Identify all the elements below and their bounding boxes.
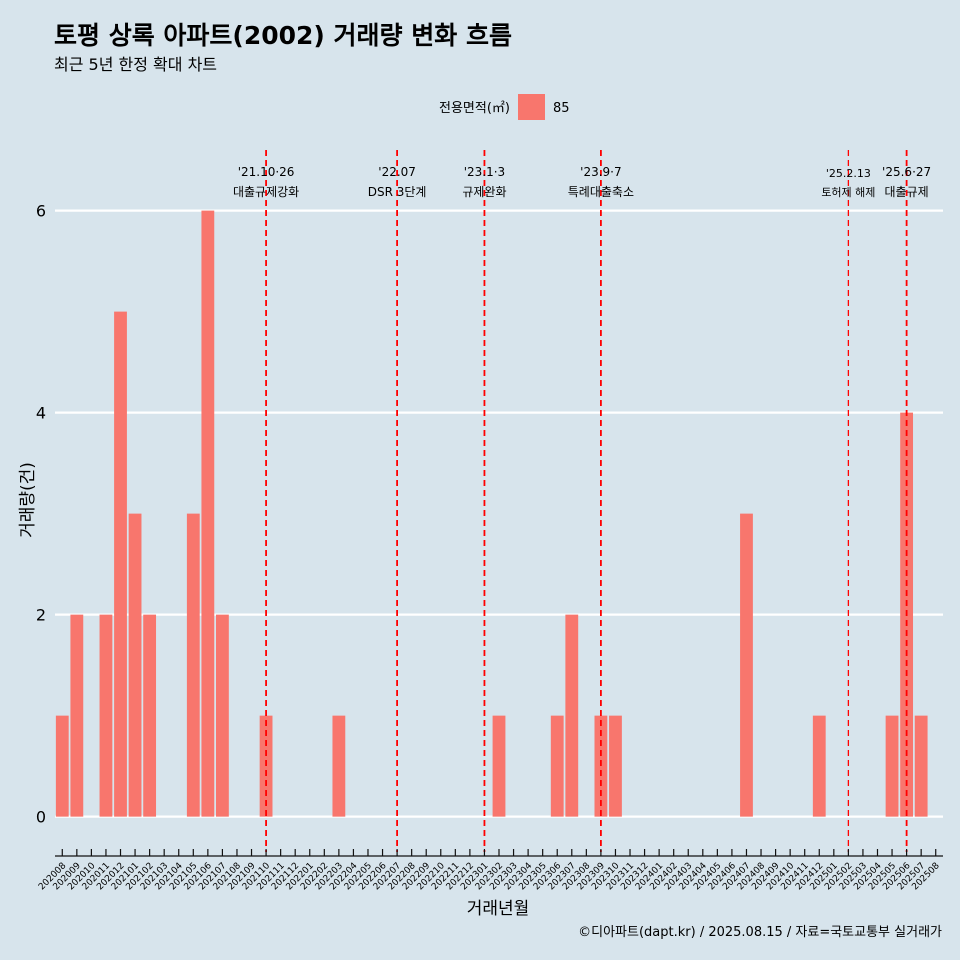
y-tick-label-6: 6 [36,202,46,221]
bar-202106 [201,210,215,817]
bar-202107 [216,614,229,817]
bar-202302 [492,715,506,817]
x-axis-label: 거래년월 [467,899,530,919]
event-date-202502: '25.2.13 [826,167,871,180]
event-date-202301: '23.1·3 [464,165,505,179]
legend-swatch-85 [518,94,545,120]
bar-202009 [70,614,84,817]
bar-202011 [99,614,113,817]
legend-entry-85: 85 [553,101,570,116]
y-axis-ticks: 0 2 4 6 [36,202,46,827]
bar-202105 [186,513,200,817]
event-label-202207: DSR 3단계 [368,185,427,199]
bar-202102 [143,614,157,817]
bar-202310 [609,715,622,817]
y-tick-label-4: 4 [36,404,46,423]
bar-202008 [55,715,69,817]
event-label-202309: 특례대출축소 [568,185,634,199]
y-tick-label-0: 0 [36,808,46,827]
event-label-202110: 대출규제강화 [233,185,299,199]
y-axis-label: 거래량(건) [18,462,38,538]
event-label-202301: 규제완화 [462,185,506,199]
bar-202203 [332,715,346,817]
legend: 전용면적(㎡) 85 [439,94,570,120]
x-axis: 2020082020092020102020112020122021012021… [37,849,943,892]
event-markers: '21.10·26 대출규제강화 '22.07 DSR 3단계 '23.1·3 규제완화 '… [233,150,931,852]
event-date-202110: '21.10·26 [238,165,295,179]
bar-202306 [550,715,564,817]
event-label-202502: 토허제 해제 [821,185,875,199]
legend-title: 전용면적(㎡) [439,101,510,116]
bar-202507 [914,715,928,817]
bar-202309 [594,715,608,817]
bar-202412 [812,715,826,817]
bars [55,210,928,817]
caption: ©디아파트(dapt.kr) / 2025.08.15 / 자료=국토교통부 실… [578,925,942,940]
chart-subtitle: 최근 5년 한정 확대 차트 [54,55,217,74]
y-tick-label-2: 2 [36,606,46,625]
bar-202505 [885,715,899,817]
event-label-202506: 대출규제 [885,185,929,199]
bar-202307 [565,614,579,817]
event-date-202309: '23.9·7 [580,165,621,179]
event-date-202207: '22.07 [378,165,416,179]
event-date-202506: '25.6·27 [882,165,931,179]
chart-title: 토평 상록 아파트(2002) 거래량 변화 흐름 [54,21,512,50]
bar-202407 [740,513,753,817]
bar-202012 [114,311,127,817]
bar-202110 [259,715,273,817]
bar-202101 [128,513,142,817]
